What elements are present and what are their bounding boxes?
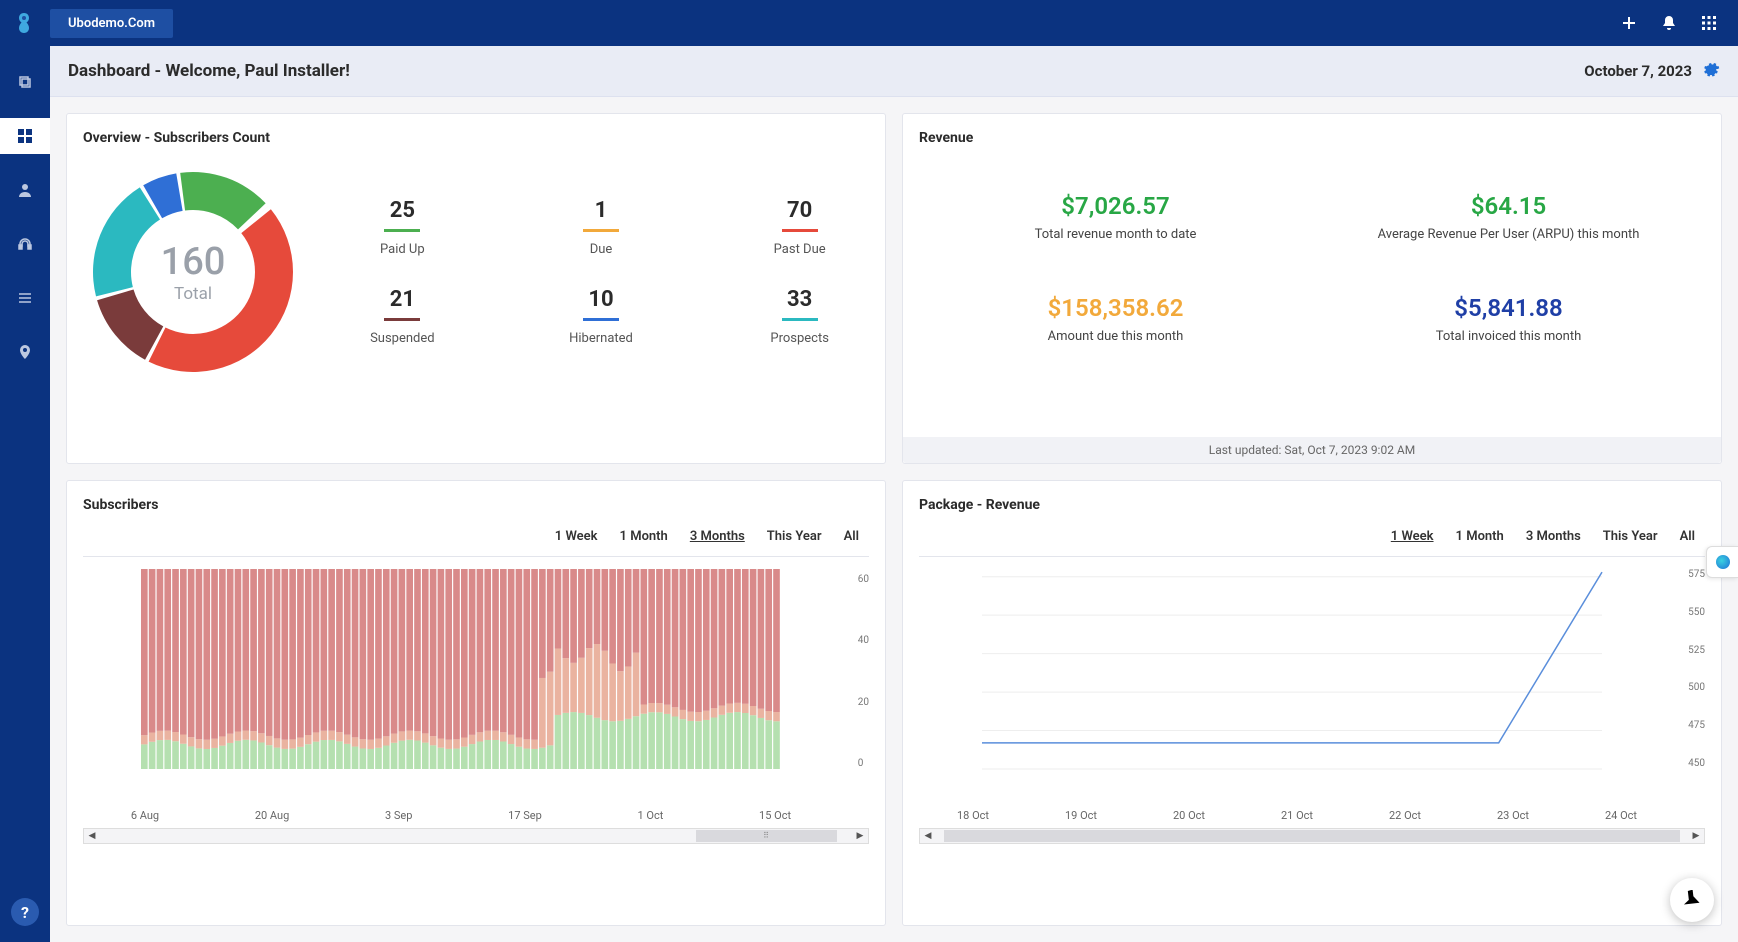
stat-label: Hibernated: [532, 331, 671, 346]
revenue-grid: $7,026.57 Total revenue month to date $64.…: [919, 162, 1705, 356]
time-tab[interactable]: 1 Month: [1456, 529, 1504, 544]
fab-button[interactable]: [1670, 878, 1714, 922]
donut-chart: 160 Total: [83, 162, 303, 382]
subscribers-chart: [83, 569, 869, 779]
sidebar: ?: [0, 46, 50, 942]
stat-item: 21 Suspended: [333, 287, 472, 346]
revenue-label: Total invoiced this month: [1322, 328, 1695, 346]
revenue-title: Revenue: [919, 130, 1705, 146]
revenue-label: Amount due this month: [929, 328, 1302, 346]
plus-icon[interactable]: [1620, 14, 1638, 32]
subscribers-time-tabs: 1 Week 1 Month 3 Months This Year All: [83, 529, 869, 557]
stat-item: 33 Prospects: [730, 287, 869, 346]
subscribers-chart-area: 6040200: [83, 569, 869, 809]
overview-card: Overview - Subscribers Count 160 Total 2…: [66, 113, 886, 464]
revenue-label: Average Revenue Per User (ARPU) this mon…: [1322, 226, 1695, 244]
revenue-item: $64.15 Average Revenue Per User (ARPU) th…: [1322, 192, 1695, 244]
subscribers-x-labels: 6 Aug20 Aug3 Sep17 Sep1 Oct15 Oct: [83, 809, 869, 822]
revenue-last-updated: Last updated: Sat, Oct 7, 2023 9:02 AM: [903, 437, 1721, 463]
stat-label: Due: [532, 242, 671, 257]
page-title: Dashboard - Welcome, Paul Installer!: [68, 61, 350, 81]
side-widget[interactable]: [1706, 546, 1738, 578]
stat-item: 70 Past Due: [730, 198, 869, 257]
time-tab[interactable]: All: [1680, 529, 1695, 544]
stat-item: 1 Due: [532, 198, 671, 257]
stat-value: 1: [583, 198, 619, 232]
package-chart: [919, 569, 1705, 779]
revenue-value: $7,026.57: [929, 192, 1302, 220]
top-bar: Ubodemo.Com: [0, 0, 1738, 46]
scroll-thumb[interactable]: ⠿: [696, 830, 837, 842]
scroll-right-arrow[interactable]: ▶: [1688, 829, 1704, 843]
stat-value: 21: [384, 287, 420, 321]
time-tab[interactable]: 3 Months: [690, 529, 745, 544]
top-bar-right: [1620, 14, 1728, 32]
subscribers-title: Subscribers: [83, 497, 869, 513]
subscribers-scroll[interactable]: ◀ ⠿ ▶: [83, 828, 869, 844]
stat-label: Paid Up: [333, 242, 472, 257]
sidebar-item-location[interactable]: [0, 334, 50, 370]
revenue-item: $7,026.57 Total revenue month to date: [929, 192, 1302, 244]
time-tab[interactable]: 1 Month: [620, 529, 668, 544]
time-tab[interactable]: This Year: [767, 529, 822, 544]
main-content: Dashboard - Welcome, Paul Installer! Oct…: [50, 46, 1738, 942]
package-revenue-card: Package - Revenue 1 Week 1 Month 3 Months T…: [902, 480, 1722, 926]
sidebar-item-user[interactable]: [0, 172, 50, 208]
sidebar-help[interactable]: ?: [11, 898, 39, 926]
revenue-value: $64.15: [1322, 192, 1695, 220]
package-x-labels: 18 Oct19 Oct20 Oct21 Oct22 Oct23 Oct24 O…: [919, 809, 1705, 822]
time-tab[interactable]: All: [844, 529, 859, 544]
scroll-left-arrow[interactable]: ◀: [84, 829, 100, 843]
revenue-item: $158,358.62 Amount due this month: [929, 294, 1302, 346]
side-widget-icon: [1716, 555, 1730, 569]
gear-icon[interactable]: [1702, 60, 1720, 82]
stat-item: 25 Paid Up: [333, 198, 472, 257]
stat-value: 25: [384, 198, 420, 232]
site-name[interactable]: Ubodemo.Com: [50, 9, 173, 38]
scroll-right-arrow[interactable]: ▶: [852, 829, 868, 843]
revenue-value: $158,358.62: [929, 294, 1302, 322]
scroll-thumb[interactable]: [944, 830, 1681, 842]
stat-value: 70: [782, 198, 818, 232]
time-tab[interactable]: 3 Months: [1526, 529, 1581, 544]
revenue-item: $5,841.88 Total invoiced this month: [1322, 294, 1695, 346]
revenue-value: $5,841.88: [1322, 294, 1695, 322]
stat-value: 33: [782, 287, 818, 321]
donut-total-value: 160: [161, 240, 226, 284]
package-time-tabs: 1 Week 1 Month 3 Months This Year All: [919, 529, 1705, 557]
revenue-card: Revenue $7,026.57 Total revenue month to …: [902, 113, 1722, 464]
package-chart-area: 575550525500475450: [919, 569, 1705, 809]
time-tab[interactable]: This Year: [1603, 529, 1658, 544]
top-bar-left: Ubodemo.Com: [10, 9, 173, 38]
stat-label: Past Due: [730, 242, 869, 257]
page-date: October 7, 2023: [1584, 62, 1692, 80]
bell-icon[interactable]: [1660, 14, 1678, 32]
sidebar-item-list[interactable]: [0, 280, 50, 316]
stats-grid: 25 Paid Up 1 Due 70 Past Due 21 Suspended 10 Hibe…: [333, 198, 869, 346]
overview-title: Overview - Subscribers Count: [83, 130, 869, 146]
sidebar-item-dashboard[interactable]: [0, 118, 50, 154]
donut-total-label: Total: [161, 284, 226, 304]
subscribers-card: Subscribers 1 Week 1 Month 3 Months This Ye…: [66, 480, 886, 926]
help-icon: ?: [11, 898, 39, 926]
package-title: Package - Revenue: [919, 497, 1705, 513]
content-grid: Overview - Subscribers Count 160 Total 2…: [50, 97, 1738, 942]
time-tab[interactable]: 1 Week: [1391, 529, 1434, 544]
revenue-label: Total revenue month to date: [929, 226, 1302, 244]
package-scroll[interactable]: ◀ ▶: [919, 828, 1705, 844]
page-date-wrap: October 7, 2023: [1584, 60, 1720, 82]
page-header: Dashboard - Welcome, Paul Installer! Oct…: [50, 46, 1738, 97]
stat-label: Prospects: [730, 331, 869, 346]
sidebar-item-copy[interactable]: [0, 64, 50, 100]
logo-icon[interactable]: [10, 9, 38, 37]
time-tab[interactable]: 1 Week: [555, 529, 598, 544]
apps-grid-icon[interactable]: [1700, 14, 1718, 32]
stat-value: 10: [583, 287, 619, 321]
stat-item: 10 Hibernated: [532, 287, 671, 346]
stat-label: Suspended: [333, 331, 472, 346]
scroll-left-arrow[interactable]: ◀: [920, 829, 936, 843]
sidebar-item-support[interactable]: [0, 226, 50, 262]
